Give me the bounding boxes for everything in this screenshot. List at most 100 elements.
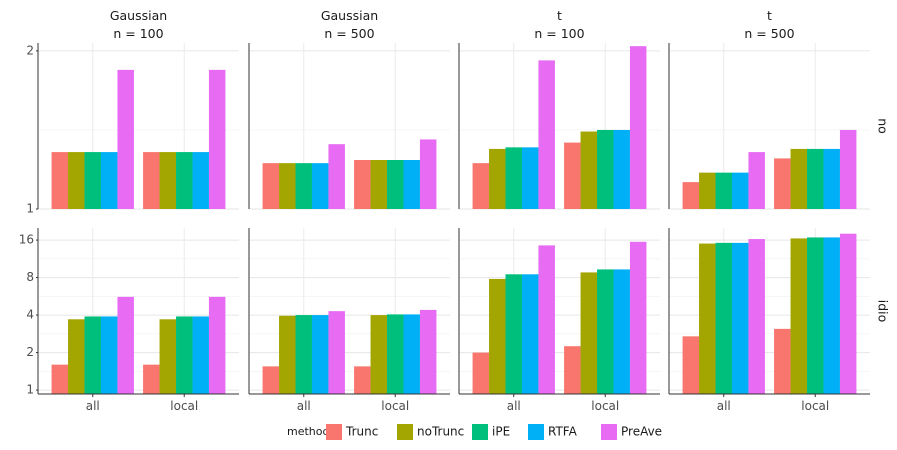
bar-trunc [472, 163, 490, 209]
facet-column-sublabel: n = 500 [744, 26, 794, 41]
bar-ipe [176, 152, 193, 209]
x-tick-label: local [801, 399, 829, 413]
facet-panel [668, 43, 870, 210]
bar-ipe [505, 147, 522, 209]
bar-rtfa [311, 163, 329, 209]
bar-trunc [143, 364, 160, 394]
legend: method Trunc noTrunc iPE RTFA PreAve [287, 424, 662, 440]
facet-panel [248, 43, 450, 210]
bar-notrunc [159, 319, 177, 394]
bar-ipe [84, 316, 101, 394]
bar-ipe [807, 148, 824, 209]
bar-preave [839, 233, 857, 394]
bar-rtfa [100, 316, 118, 394]
legend-label-trunc: Trunc [345, 425, 378, 439]
bar-rtfa [192, 152, 209, 209]
bar-notrunc [68, 319, 85, 394]
y-tick-label: 2 [26, 345, 34, 359]
legend-swatch-ipe [472, 424, 488, 440]
bar-rtfa [613, 269, 630, 394]
x-tick-label: all [717, 399, 731, 413]
y-tick-label: 2 [26, 43, 34, 57]
facet-panel [37, 228, 239, 395]
bar-preave [748, 239, 765, 394]
legend-label-preave: PreAve [621, 425, 662, 439]
x-tick-label: all [86, 399, 100, 413]
bar-trunc [472, 352, 490, 394]
bar-trunc [51, 152, 69, 209]
facet-panel [37, 43, 239, 210]
legend-title: method [287, 425, 329, 438]
y-tick-label: 1 [26, 383, 34, 397]
facet-column-label: Gaussian [110, 8, 167, 23]
legend-swatch-preave [601, 424, 617, 440]
bar-notrunc [279, 163, 296, 209]
bar-ipe [176, 316, 193, 394]
bar-notrunc [370, 315, 388, 394]
bar-preave [328, 144, 345, 209]
bar-trunc [682, 336, 700, 394]
facet-column-label: Gaussian [321, 8, 378, 23]
bar-notrunc [68, 152, 85, 209]
legend-label-ipe: iPE [492, 425, 510, 439]
bar-notrunc [489, 278, 506, 394]
bar-ipe [597, 129, 614, 209]
facet-column-sublabel: n = 100 [534, 26, 584, 41]
bar-ipe [807, 237, 824, 394]
bar-rtfa [823, 237, 840, 394]
bar-notrunc [790, 148, 808, 209]
bar-rtfa [192, 316, 209, 394]
x-tick-label: local [381, 399, 409, 413]
facet-row-label: no [876, 118, 891, 134]
bar-notrunc [699, 172, 716, 209]
bar-rtfa [403, 314, 420, 394]
bar-ipe [387, 159, 404, 209]
bar-preave [208, 69, 226, 209]
facet-column-label: t [767, 8, 772, 23]
bar-ipe [387, 314, 404, 394]
facet-column-sublabel: n = 500 [324, 26, 374, 41]
facet-panel [248, 228, 450, 395]
bar-notrunc [159, 152, 177, 209]
facet-column-sublabel: n = 100 [113, 26, 163, 41]
bar-trunc [354, 366, 371, 394]
bar-rtfa [521, 274, 539, 394]
bar-preave [748, 152, 765, 209]
bar-notrunc [790, 238, 808, 394]
bar-rtfa [823, 148, 840, 209]
bar-preave [538, 245, 555, 394]
bar-rtfa [403, 159, 420, 209]
bar-preave [839, 129, 857, 209]
bar-ipe [84, 152, 101, 209]
bar-preave [117, 69, 134, 209]
legend-label-notrunc: noTrunc [417, 425, 464, 439]
facet-panel [458, 228, 660, 395]
bar-trunc [354, 159, 371, 209]
bar-notrunc [580, 272, 598, 394]
bar-rtfa [731, 172, 749, 209]
facet-column-label: t [557, 8, 562, 23]
bar-ipe [715, 242, 732, 394]
bar-trunc [262, 163, 280, 209]
bar-rtfa [731, 242, 749, 394]
y-tick-label: 8 [26, 270, 34, 284]
bar-trunc [51, 364, 69, 394]
legend-swatch-rtfa [528, 424, 544, 440]
facet-panel [458, 43, 660, 210]
bar-notrunc [699, 243, 716, 394]
bar-preave [629, 241, 647, 394]
y-tick-label: 4 [26, 308, 34, 322]
bar-trunc [774, 328, 791, 394]
bar-ipe [715, 172, 732, 209]
bar-ipe [505, 274, 522, 394]
legend-swatch-notrunc [397, 424, 413, 440]
bar-preave [208, 296, 226, 394]
bar-rtfa [311, 315, 329, 394]
bar-preave [538, 60, 555, 210]
bar-trunc [262, 366, 280, 394]
bar-trunc [564, 142, 581, 209]
legend-label-rtfa: RTFA [548, 425, 578, 439]
bar-trunc [774, 158, 791, 209]
x-tick-label: all [507, 399, 521, 413]
